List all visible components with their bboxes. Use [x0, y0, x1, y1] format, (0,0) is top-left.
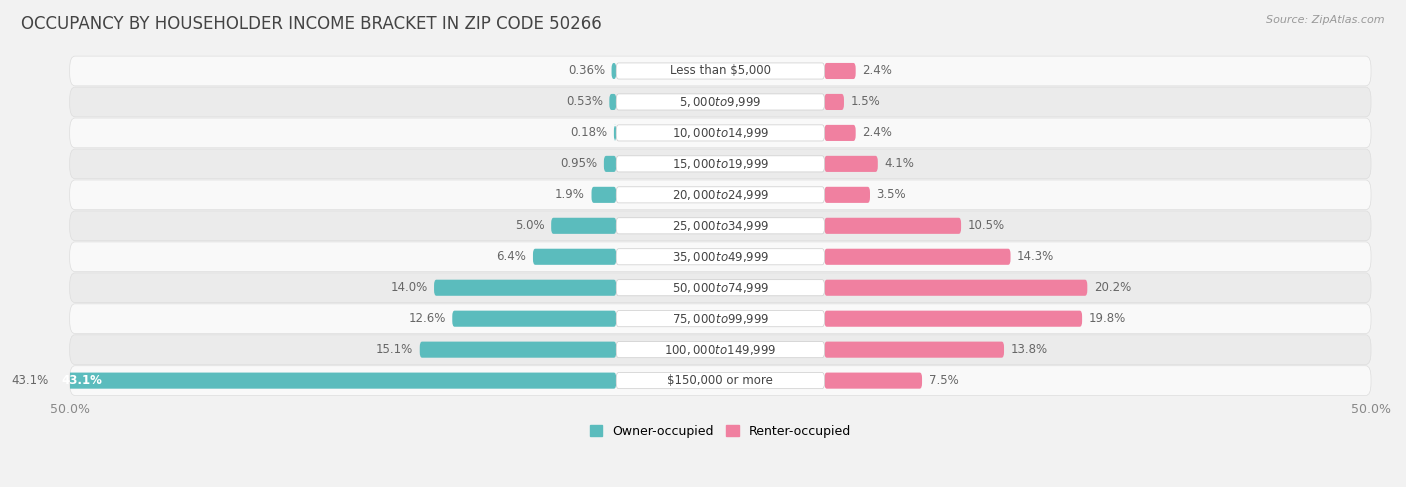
FancyBboxPatch shape	[70, 118, 1371, 148]
Text: 15.1%: 15.1%	[375, 343, 413, 356]
FancyBboxPatch shape	[824, 94, 844, 110]
Text: $5,000 to $9,999: $5,000 to $9,999	[679, 95, 762, 109]
Text: $10,000 to $14,999: $10,000 to $14,999	[672, 126, 769, 140]
Text: 0.36%: 0.36%	[568, 64, 605, 77]
FancyBboxPatch shape	[824, 341, 1004, 358]
FancyBboxPatch shape	[533, 249, 616, 265]
Text: $100,000 to $149,999: $100,000 to $149,999	[664, 343, 776, 356]
Text: $50,000 to $74,999: $50,000 to $74,999	[672, 281, 769, 295]
Text: 0.18%: 0.18%	[571, 127, 607, 139]
FancyBboxPatch shape	[609, 94, 616, 110]
Text: 12.6%: 12.6%	[408, 312, 446, 325]
FancyBboxPatch shape	[824, 63, 856, 79]
FancyBboxPatch shape	[824, 280, 1087, 296]
Text: 5.0%: 5.0%	[515, 219, 544, 232]
FancyBboxPatch shape	[616, 187, 824, 203]
FancyBboxPatch shape	[70, 56, 1371, 86]
FancyBboxPatch shape	[824, 249, 1011, 265]
FancyBboxPatch shape	[592, 187, 616, 203]
Text: 43.1%: 43.1%	[11, 374, 49, 387]
Text: 2.4%: 2.4%	[862, 64, 891, 77]
Text: 13.8%: 13.8%	[1011, 343, 1047, 356]
Text: 14.3%: 14.3%	[1017, 250, 1054, 263]
Text: $75,000 to $99,999: $75,000 to $99,999	[672, 312, 769, 326]
FancyBboxPatch shape	[70, 304, 1371, 334]
Text: 6.4%: 6.4%	[496, 250, 526, 263]
FancyBboxPatch shape	[614, 125, 616, 141]
FancyBboxPatch shape	[70, 335, 1371, 365]
FancyBboxPatch shape	[453, 311, 616, 327]
FancyBboxPatch shape	[70, 211, 1371, 241]
Text: $20,000 to $24,999: $20,000 to $24,999	[672, 188, 769, 202]
FancyBboxPatch shape	[824, 187, 870, 203]
Legend: Owner-occupied, Renter-occupied: Owner-occupied, Renter-occupied	[585, 420, 856, 443]
FancyBboxPatch shape	[824, 218, 962, 234]
FancyBboxPatch shape	[70, 87, 1371, 117]
Text: Less than $5,000: Less than $5,000	[669, 64, 770, 77]
FancyBboxPatch shape	[434, 280, 616, 296]
Text: $150,000 or more: $150,000 or more	[668, 374, 773, 387]
FancyBboxPatch shape	[616, 125, 824, 141]
Text: 19.8%: 19.8%	[1088, 312, 1126, 325]
Text: 1.9%: 1.9%	[555, 188, 585, 201]
FancyBboxPatch shape	[616, 280, 824, 296]
Text: 7.5%: 7.5%	[928, 374, 959, 387]
FancyBboxPatch shape	[824, 373, 922, 389]
Text: $15,000 to $19,999: $15,000 to $19,999	[672, 157, 769, 171]
FancyBboxPatch shape	[70, 242, 1371, 272]
FancyBboxPatch shape	[824, 156, 877, 172]
Text: Source: ZipAtlas.com: Source: ZipAtlas.com	[1267, 15, 1385, 25]
Text: OCCUPANCY BY HOUSEHOLDER INCOME BRACKET IN ZIP CODE 50266: OCCUPANCY BY HOUSEHOLDER INCOME BRACKET …	[21, 15, 602, 33]
FancyBboxPatch shape	[612, 63, 616, 79]
FancyBboxPatch shape	[616, 311, 824, 327]
Text: 0.95%: 0.95%	[560, 157, 598, 170]
Text: 20.2%: 20.2%	[1094, 281, 1130, 294]
Text: 4.1%: 4.1%	[884, 157, 914, 170]
FancyBboxPatch shape	[616, 373, 824, 389]
Text: 3.5%: 3.5%	[876, 188, 905, 201]
Text: 2.4%: 2.4%	[862, 127, 891, 139]
FancyBboxPatch shape	[616, 218, 824, 234]
FancyBboxPatch shape	[55, 373, 616, 389]
Text: 14.0%: 14.0%	[391, 281, 427, 294]
FancyBboxPatch shape	[616, 63, 824, 79]
Text: 43.1%: 43.1%	[62, 374, 103, 387]
FancyBboxPatch shape	[616, 156, 824, 172]
FancyBboxPatch shape	[824, 125, 856, 141]
FancyBboxPatch shape	[616, 249, 824, 265]
FancyBboxPatch shape	[420, 341, 616, 358]
Text: 10.5%: 10.5%	[967, 219, 1005, 232]
FancyBboxPatch shape	[616, 341, 824, 358]
FancyBboxPatch shape	[70, 180, 1371, 210]
FancyBboxPatch shape	[70, 366, 1371, 395]
FancyBboxPatch shape	[616, 94, 824, 110]
FancyBboxPatch shape	[70, 149, 1371, 179]
Text: 0.53%: 0.53%	[565, 95, 603, 109]
FancyBboxPatch shape	[70, 273, 1371, 302]
FancyBboxPatch shape	[603, 156, 616, 172]
Text: $35,000 to $49,999: $35,000 to $49,999	[672, 250, 769, 264]
FancyBboxPatch shape	[824, 311, 1083, 327]
Text: $25,000 to $34,999: $25,000 to $34,999	[672, 219, 769, 233]
Text: 1.5%: 1.5%	[851, 95, 880, 109]
FancyBboxPatch shape	[551, 218, 616, 234]
